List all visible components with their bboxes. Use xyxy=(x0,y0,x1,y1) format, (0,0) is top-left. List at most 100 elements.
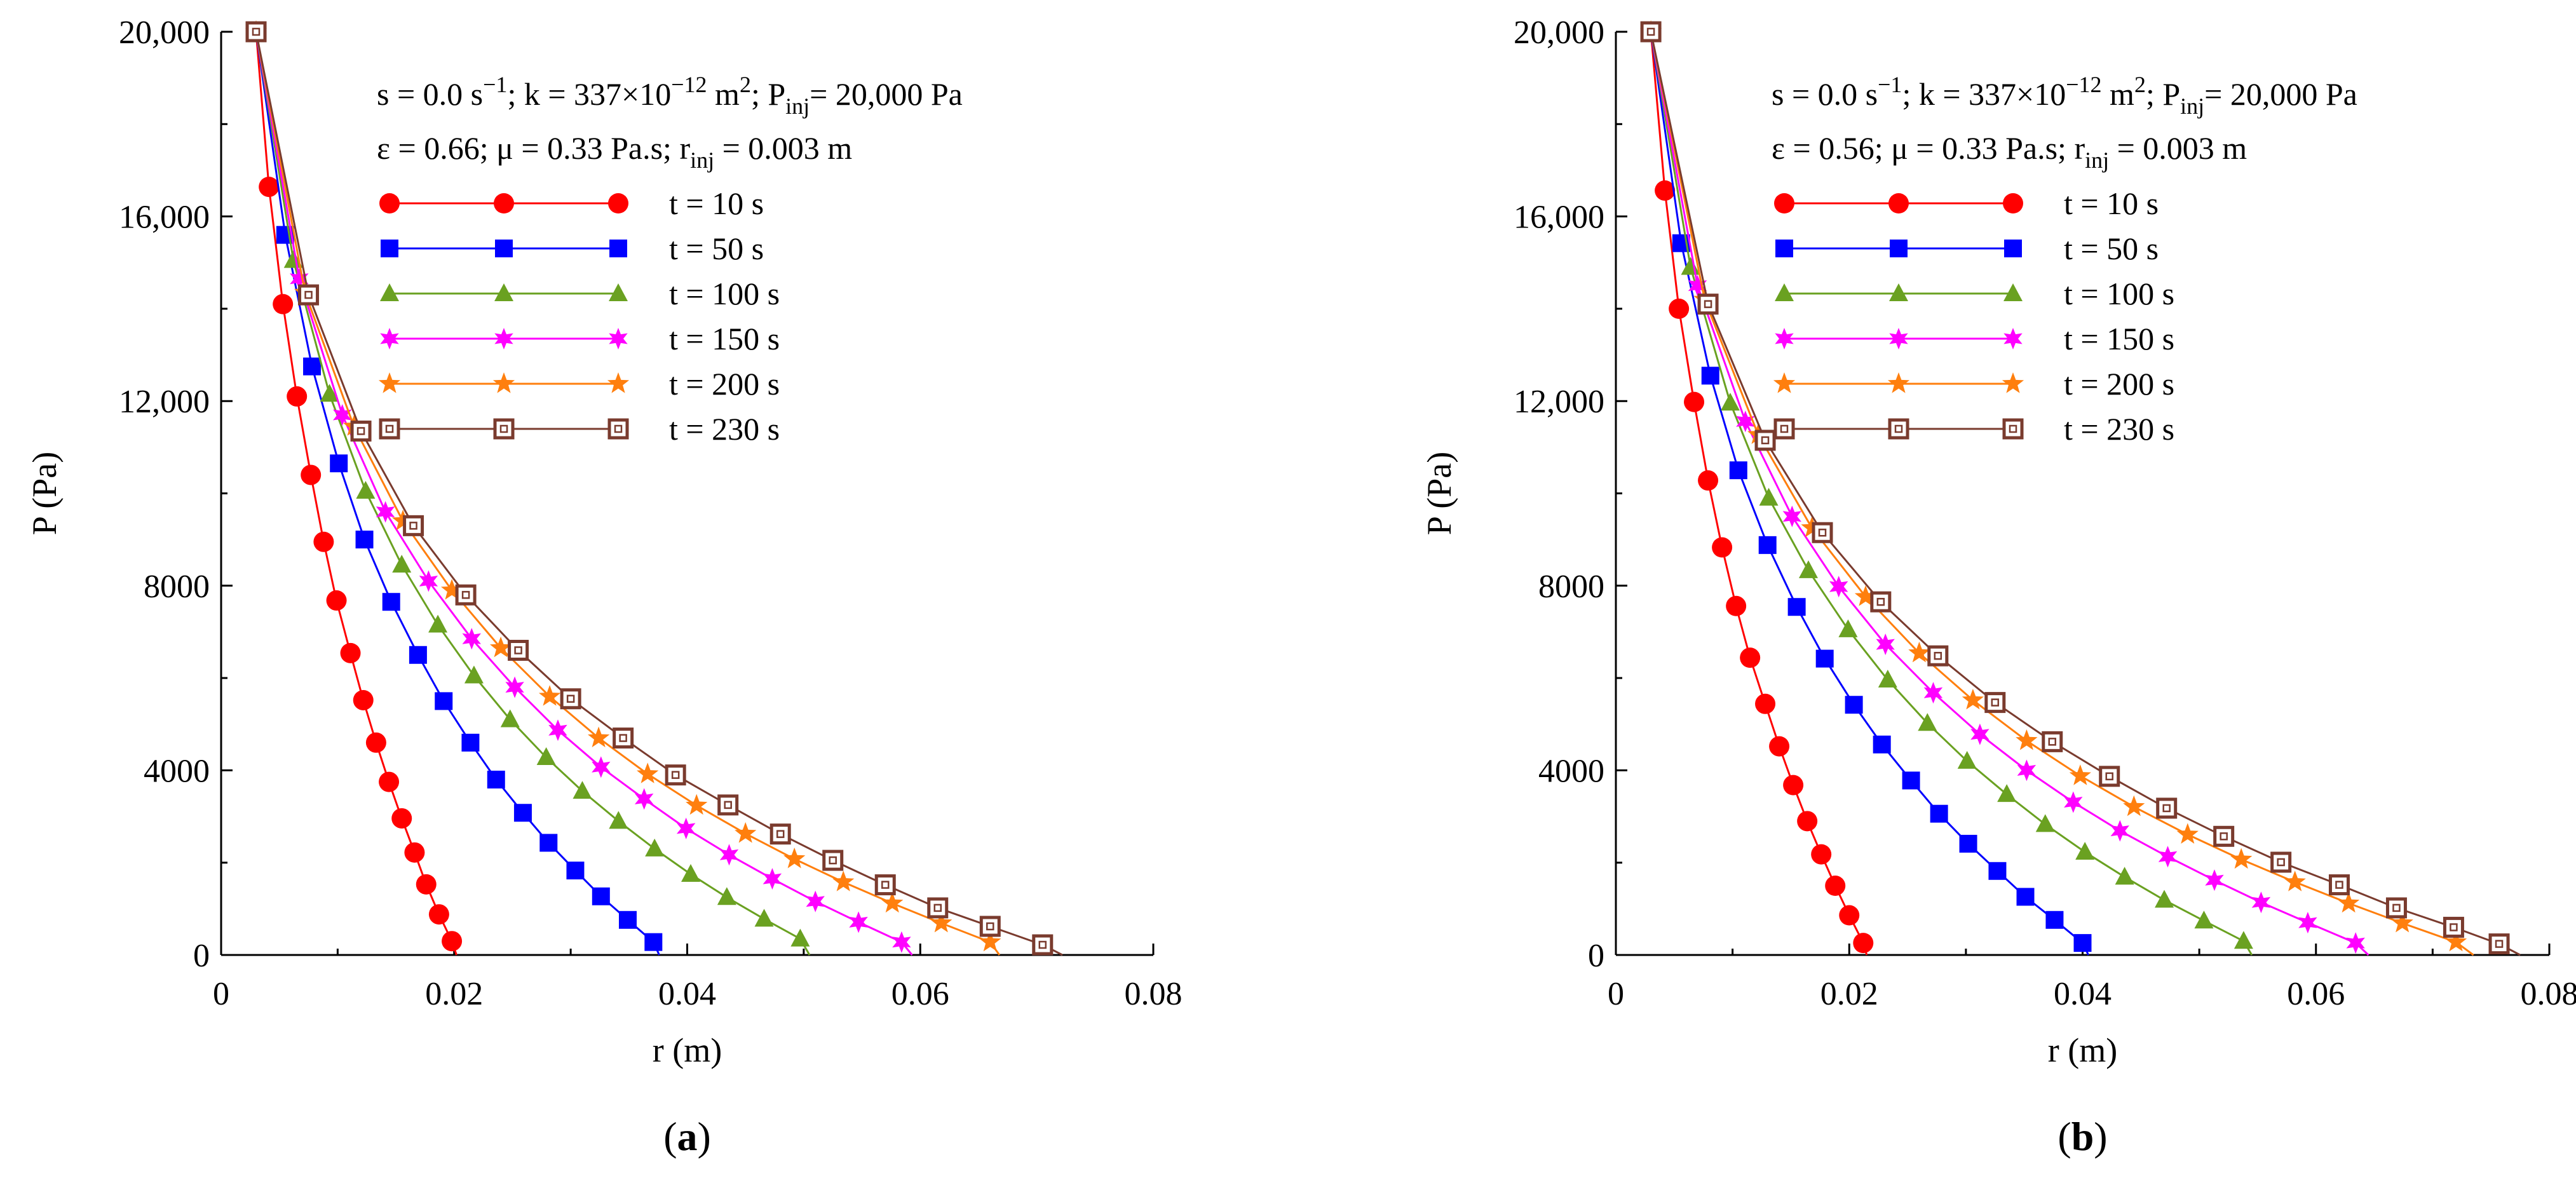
panel-label: (a) xyxy=(663,1114,711,1159)
data-point xyxy=(1957,750,1977,769)
legend-marker xyxy=(494,328,513,349)
data-point xyxy=(2488,933,2510,955)
parameters-line-1: s = 0.0 s−1; k = 337×10−12 m2; Pinj= 20,… xyxy=(377,72,963,119)
data-point xyxy=(442,931,463,952)
data-point xyxy=(1853,933,1874,954)
data-point xyxy=(1923,682,1943,704)
y-tick-label: 12,000 xyxy=(119,384,210,420)
series-t-150-s xyxy=(247,21,913,956)
data-point xyxy=(1726,595,1747,616)
series-t-10-s xyxy=(1641,22,1874,956)
data-point xyxy=(1839,905,1860,926)
legend-marker xyxy=(2003,193,2023,213)
data-point xyxy=(1902,771,1920,790)
legend-label: t = 100 s xyxy=(2064,276,2174,311)
data-point xyxy=(428,904,449,925)
data-point xyxy=(2443,916,2464,938)
data-point xyxy=(2391,911,2413,933)
data-point xyxy=(1812,522,1833,543)
legend-marker xyxy=(609,240,627,257)
data-point xyxy=(717,794,739,816)
data-point xyxy=(2016,888,2035,906)
data-point xyxy=(979,916,1001,937)
series-line xyxy=(255,31,458,956)
legend-entry: t = 150 s xyxy=(380,321,780,356)
legend-marker xyxy=(607,418,629,440)
x-tick-label: 0.02 xyxy=(425,976,483,1012)
x-tick-label: 0 xyxy=(213,976,229,1012)
data-point xyxy=(376,501,395,523)
legend-label: t = 50 s xyxy=(669,231,764,266)
legend-marker xyxy=(1889,283,1908,301)
legend-marker xyxy=(609,283,628,301)
x-axis-label: r (m) xyxy=(653,1031,722,1069)
x-tick-label: 0.08 xyxy=(1125,976,1183,1012)
legend-marker xyxy=(379,193,400,213)
legend-marker xyxy=(495,240,513,257)
data-point xyxy=(592,756,611,778)
data-point xyxy=(290,267,309,290)
data-point xyxy=(1688,274,1707,297)
x-tick-label: 0.04 xyxy=(2054,976,2112,1012)
data-point xyxy=(1759,487,1779,506)
data-point xyxy=(1870,591,1892,613)
legend-entry: t = 200 s xyxy=(1773,366,2174,402)
series-line xyxy=(1650,31,2090,956)
x-axis-label: r (m) xyxy=(2048,1031,2117,1069)
data-point xyxy=(560,688,581,710)
data-point xyxy=(490,636,512,658)
data-point xyxy=(500,709,520,728)
data-point xyxy=(1684,391,1705,412)
data-point xyxy=(355,531,374,549)
data-point xyxy=(2205,869,2224,891)
data-point xyxy=(1669,298,1690,319)
legend-label: t = 150 s xyxy=(2064,321,2174,356)
data-point xyxy=(1878,670,1897,688)
data-point xyxy=(1740,647,1761,668)
data-point xyxy=(874,874,896,896)
legend: t = 10 s t = 50 s t = 100 s t = 150 s t = 20… xyxy=(1773,186,2174,447)
series-line xyxy=(255,31,913,956)
legend-entry: t = 100 s xyxy=(380,276,780,311)
data-point xyxy=(2346,932,2365,954)
panel-a: 0 0.02 0.04 0.06 0.08 0 4000 8000 12,000 16,000 20… xyxy=(25,15,1183,1159)
data-point xyxy=(379,771,400,792)
data-point xyxy=(1984,692,2006,714)
legend-marker xyxy=(1775,283,1794,301)
data-point xyxy=(2194,911,2214,929)
data-point xyxy=(2155,890,2174,908)
data-point xyxy=(1712,537,1733,558)
series-line xyxy=(1650,31,2474,956)
data-point xyxy=(1754,430,1776,451)
data-point xyxy=(2213,825,2235,847)
data-point xyxy=(637,762,659,783)
legend-marker xyxy=(2002,372,2024,393)
data-point xyxy=(416,874,437,895)
data-point xyxy=(1825,876,1846,897)
data-point xyxy=(1798,560,1818,578)
legend-marker xyxy=(1888,193,1909,213)
legend-marker xyxy=(1775,328,1794,349)
parameters-line-2: ε = 0.66; μ = 0.33 Pa.s; rinj = 0.003 m xyxy=(377,130,852,173)
legend-label: t = 10 s xyxy=(669,186,764,221)
data-point xyxy=(1815,649,1834,668)
data-point xyxy=(849,911,868,933)
data-point xyxy=(392,555,412,573)
series-line xyxy=(1650,31,1868,956)
data-point xyxy=(2230,848,2253,869)
legend-marker xyxy=(1774,193,1794,213)
parameters-line-1: s = 0.0 s−1; k = 337×10−12 m2; Pinj= 20,… xyxy=(1772,72,2357,119)
legend: t = 10 s t = 50 s t = 100 s t = 150 s t = 20… xyxy=(378,186,780,447)
data-point xyxy=(1838,619,1858,637)
y-tick-label: 8000 xyxy=(1538,569,1604,605)
data-point xyxy=(1873,735,1891,754)
legend-label: t = 200 s xyxy=(2064,366,2174,402)
legend-marker xyxy=(381,240,398,257)
series-t-230-s xyxy=(1640,21,2521,956)
legend-marker xyxy=(380,328,399,349)
data-point xyxy=(245,21,267,43)
data-point xyxy=(1845,696,1863,714)
data-point xyxy=(353,689,374,710)
data-point xyxy=(754,909,774,927)
parameters-line-2: ε = 0.56; μ = 0.33 Pa.s; rinj = 0.003 m xyxy=(1772,130,2247,173)
